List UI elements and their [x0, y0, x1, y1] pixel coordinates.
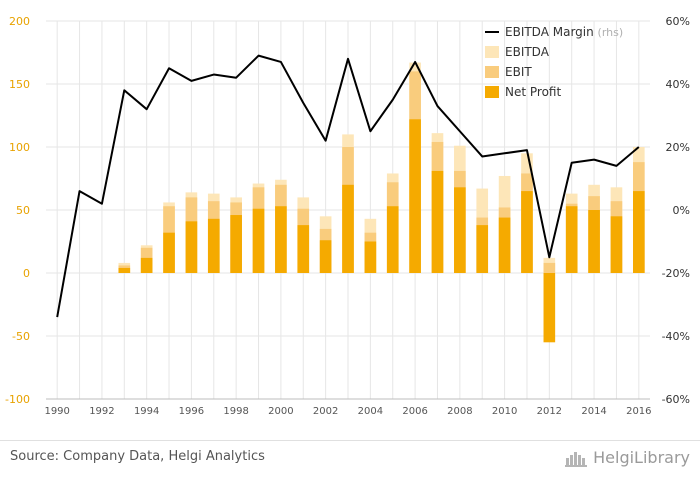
bar-net-profit	[543, 273, 556, 343]
bar-net-profit	[140, 257, 153, 273]
legend-swatch	[485, 66, 499, 78]
y-tick-label-left: -50	[12, 330, 30, 343]
bar-net-profit	[230, 215, 242, 273]
bar-ebit	[543, 262, 556, 273]
brand-name: HelgiLibrary	[593, 448, 690, 467]
x-tick-label: 2006	[402, 406, 427, 417]
x-tick-label: 2002	[313, 406, 338, 417]
legend-swatch	[485, 86, 499, 98]
y-tick-label-right: -20%	[662, 267, 690, 280]
bar-net-profit	[297, 225, 310, 273]
chart: 200 60% 150 40% 100 20% 50 0% 0 -20% -50 -40% -100 -6…	[5, 15, 690, 417]
line-ebitda-margin	[56, 54, 640, 318]
bar-net-profit	[409, 119, 421, 273]
bar-net-profit	[565, 206, 578, 273]
x-tick-label: 2016	[626, 406, 651, 417]
x-tick-label: 1992	[89, 406, 114, 417]
x-tick-label: 2004	[358, 406, 383, 417]
bar-net-profit	[498, 217, 511, 273]
legend-label: EBITDA	[505, 45, 550, 59]
bar-net-profit	[185, 221, 198, 273]
bar-net-profit	[431, 170, 444, 273]
y-tick-label-right: 40%	[666, 78, 690, 91]
y-tick-label-left: 0	[23, 267, 30, 280]
bar-net-profit	[610, 216, 623, 273]
x-tick-label: 1994	[134, 406, 159, 417]
x-tick-label: 1990	[44, 406, 69, 417]
y-tick-label-left: -100	[5, 393, 30, 406]
y-tick-label-right: 20%	[666, 141, 690, 154]
bar-net-profit	[319, 240, 332, 273]
bar-net-profit	[118, 267, 131, 273]
bar-net-profit	[632, 191, 645, 273]
axis-layer: 200 60% 150 40% 100 20% 50 0% 0 -20% -50 -40% -100 -6…	[5, 15, 690, 417]
bar-layer	[118, 62, 645, 343]
bar-net-profit	[364, 241, 377, 273]
y-tick-label-left: 150	[9, 78, 30, 91]
x-tick-label: 2014	[581, 406, 606, 417]
x-tick-label: 1998	[223, 406, 248, 417]
y-tick-label-left: 100	[9, 141, 30, 154]
bar-net-profit	[454, 187, 466, 273]
legend-swatch	[485, 46, 499, 58]
footer-divider	[0, 440, 700, 441]
bar-net-profit	[588, 210, 600, 273]
y-tick-label-left: 200	[9, 15, 30, 28]
bar-net-profit	[275, 206, 287, 273]
library-icon	[565, 451, 588, 467]
legend-label-suffix: (rhs)	[598, 26, 624, 39]
x-tick-label: 2000	[268, 406, 293, 417]
bar-net-profit	[163, 232, 175, 273]
bar-net-profit	[476, 225, 489, 273]
x-tick-label: 2012	[537, 406, 562, 417]
line-layer	[56, 54, 640, 318]
bar-net-profit	[342, 184, 354, 273]
bar-net-profit	[252, 208, 265, 273]
legend: EBITDA Margin (rhs) EBITDA EBIT Net Profit	[485, 25, 623, 99]
x-tick-label: 1996	[179, 406, 204, 417]
y-tick-label-left: 50	[16, 204, 30, 217]
legend-label: EBITDA Margin (rhs)	[505, 25, 623, 39]
x-tick-label: 2010	[492, 406, 517, 417]
y-tick-label-right: 0%	[673, 204, 690, 217]
brand-logo: HelgiLibrary	[565, 448, 690, 467]
legend-label: Net Profit	[505, 85, 561, 99]
legend-label: EBIT	[505, 65, 532, 79]
y-tick-label-right: -40%	[662, 330, 690, 343]
bar-net-profit	[207, 218, 220, 273]
x-tick-label: 2008	[447, 406, 472, 417]
y-tick-label-right: -60%	[662, 393, 690, 406]
bar-net-profit	[386, 206, 399, 273]
bar-net-profit	[521, 191, 533, 273]
y-tick-label-right: 60%	[666, 15, 690, 28]
source-note: Source: Company Data, Helgi Analytics	[10, 449, 265, 464]
